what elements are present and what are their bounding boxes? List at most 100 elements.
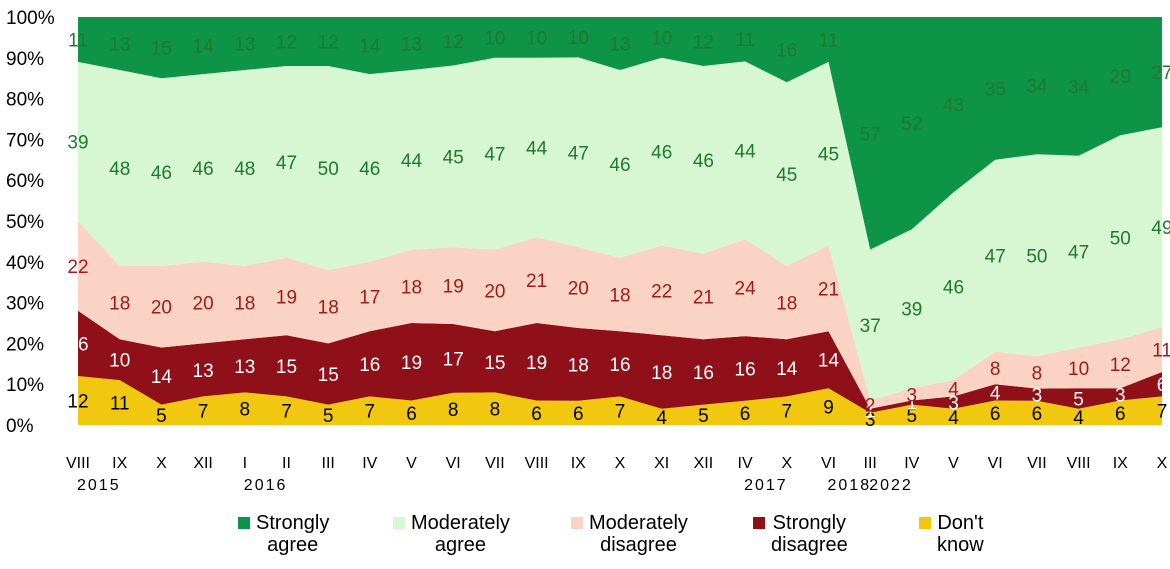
- x-tick-label: IV: [904, 455, 919, 472]
- data-label-moderately-agree: 46: [151, 163, 172, 184]
- x-tick-label: XI: [654, 455, 669, 472]
- data-label-moderately-disagree: 22: [651, 281, 672, 302]
- data-label-strongly-agree: 35: [985, 79, 1006, 100]
- data-label-strongly-disagree: 3: [1115, 385, 1126, 406]
- data-label-don-t-know: 6: [1115, 404, 1126, 425]
- data-label-moderately-agree: 45: [776, 165, 797, 186]
- data-label-strongly-agree: 11: [68, 30, 88, 51]
- x-tick-label: II: [282, 455, 291, 472]
- data-label-strongly-disagree: 17: [443, 349, 464, 370]
- legend-label: Moderately agree: [411, 512, 510, 556]
- data-label-don-t-know: 3: [865, 410, 876, 431]
- data-label-strongly-disagree: 6: [1157, 375, 1168, 396]
- legend-item-dont-know: Don't know: [919, 512, 984, 556]
- data-label-strongly-agree: 29: [1110, 67, 1131, 88]
- y-tick-label: 10%: [6, 375, 44, 396]
- data-label-moderately-disagree: 24: [735, 279, 757, 300]
- data-label-moderately-agree: 46: [193, 159, 214, 180]
- data-label-moderately-agree: 47: [276, 153, 297, 174]
- data-label-moderately-agree: 45: [443, 147, 464, 168]
- data-label-moderately-disagree: 19: [276, 288, 297, 309]
- area-strongly-disagree: [78, 310, 1162, 413]
- data-label-strongly-agree: 57: [860, 124, 881, 145]
- data-label-don-t-know: 5: [156, 406, 167, 427]
- data-label-don-t-know: 9: [823, 398, 834, 419]
- data-label-strongly-agree: 10: [526, 28, 547, 49]
- data-label-moderately-disagree: 19: [443, 277, 464, 298]
- x-tick-label: I: [243, 455, 247, 472]
- legend-swatch: [238, 517, 250, 529]
- x-tick-label: VI: [988, 455, 1003, 472]
- x-tick-label: XII: [694, 455, 714, 472]
- data-label-moderately-agree: 45: [818, 145, 839, 166]
- legend-item-strongly-agree: Strongly agree: [238, 512, 329, 556]
- data-label-don-t-know: 6: [573, 404, 584, 425]
- data-label-strongly-disagree: 15: [318, 365, 339, 386]
- data-label-strongly-disagree: 19: [401, 353, 422, 374]
- data-label-don-t-know: 5: [907, 406, 918, 427]
- x-tick-label: VIII: [1067, 455, 1091, 472]
- x-tick-label: V: [406, 455, 417, 472]
- data-label-moderately-agree: 47: [1068, 243, 1089, 264]
- data-label-moderately-disagree: 18: [318, 298, 339, 319]
- data-label-don-t-know: 5: [323, 406, 334, 427]
- data-label-strongly-disagree: 15: [484, 353, 505, 374]
- legend-label: Don't know: [937, 512, 984, 556]
- x-tick-label: VII: [1027, 455, 1047, 472]
- y-tick-label: 40%: [6, 253, 44, 274]
- data-label-strongly-agree: 13: [234, 35, 255, 56]
- data-label-don-t-know: 4: [656, 408, 667, 429]
- data-label-moderately-agree: 47: [484, 145, 505, 166]
- data-label-moderately-agree: 46: [651, 143, 672, 164]
- data-label-strongly-disagree: 1: [865, 402, 876, 423]
- data-label-moderately-agree: 49: [1151, 218, 1170, 239]
- data-label-moderately-disagree: 20: [568, 279, 589, 300]
- x-tick-label: IV: [362, 455, 377, 472]
- data-label-moderately-agree: 46: [943, 277, 964, 298]
- data-label-don-t-know: 7: [782, 402, 793, 423]
- data-label-moderately-disagree: 18: [609, 285, 630, 306]
- data-label-moderately-disagree: 17: [359, 288, 380, 309]
- data-label-strongly-agree: 11: [735, 30, 755, 51]
- x-tick-label: V: [948, 455, 959, 472]
- x-tick-label: III: [864, 455, 877, 472]
- data-label-strongly-agree: 10: [484, 28, 505, 49]
- legend-label: Strongly disagree: [771, 512, 848, 556]
- data-label-don-t-know: 7: [365, 402, 376, 423]
- data-label-moderately-disagree: 18: [234, 294, 255, 315]
- data-label-moderately-agree: 47: [568, 143, 589, 164]
- data-label-don-t-know: 6: [990, 404, 1001, 425]
- data-label-don-t-know: 7: [198, 402, 209, 423]
- data-label-moderately-disagree: 21: [693, 288, 714, 309]
- legend-label: Strongly agree: [256, 512, 330, 556]
- data-label-strongly-disagree: 1: [907, 394, 918, 415]
- data-label-don-t-know: 7: [1157, 402, 1168, 423]
- data-label-don-t-know: 11: [110, 394, 130, 415]
- data-label-don-t-know: 8: [490, 400, 501, 421]
- x-tick-label: VI: [821, 455, 836, 472]
- data-label-strongly-disagree: 14: [151, 367, 173, 388]
- data-label-moderately-agree: 48: [234, 159, 255, 180]
- x-tick-label: X: [1157, 455, 1168, 472]
- y-tick-label: 100%: [6, 8, 55, 29]
- y-axis: 0% 10% 20% 30% 40% 50% 60% 70% 80% 90% 100%: [6, 8, 55, 437]
- data-label-strongly-agree: 11: [819, 30, 839, 51]
- data-label-strongly-agree: 15: [151, 39, 172, 60]
- data-label-strongly-disagree: 13: [234, 357, 255, 378]
- data-label-strongly-disagree: 13: [193, 361, 214, 382]
- x-tick-label: IV: [738, 455, 753, 472]
- data-label-moderately-disagree: 8: [1032, 364, 1043, 385]
- data-label-moderately-agree: 46: [359, 159, 380, 180]
- x-tick-label: X: [156, 455, 167, 472]
- x-year-label: 2022: [869, 477, 913, 494]
- data-label-don-t-know: 4: [948, 408, 959, 429]
- data-label-moderately-disagree: 20: [151, 298, 172, 319]
- data-label-don-t-know: 4: [1073, 408, 1084, 429]
- data-label-moderately-disagree: 22: [67, 257, 88, 278]
- data-label-moderately-disagree: 21: [818, 279, 839, 300]
- x-tick-label: VIII: [66, 455, 90, 472]
- data-label-strongly-agree: 16: [776, 41, 797, 62]
- data-label-strongly-disagree: 10: [109, 351, 130, 372]
- data-label-moderately-agree: 50: [318, 159, 339, 180]
- x-tick-label: IX: [571, 455, 586, 472]
